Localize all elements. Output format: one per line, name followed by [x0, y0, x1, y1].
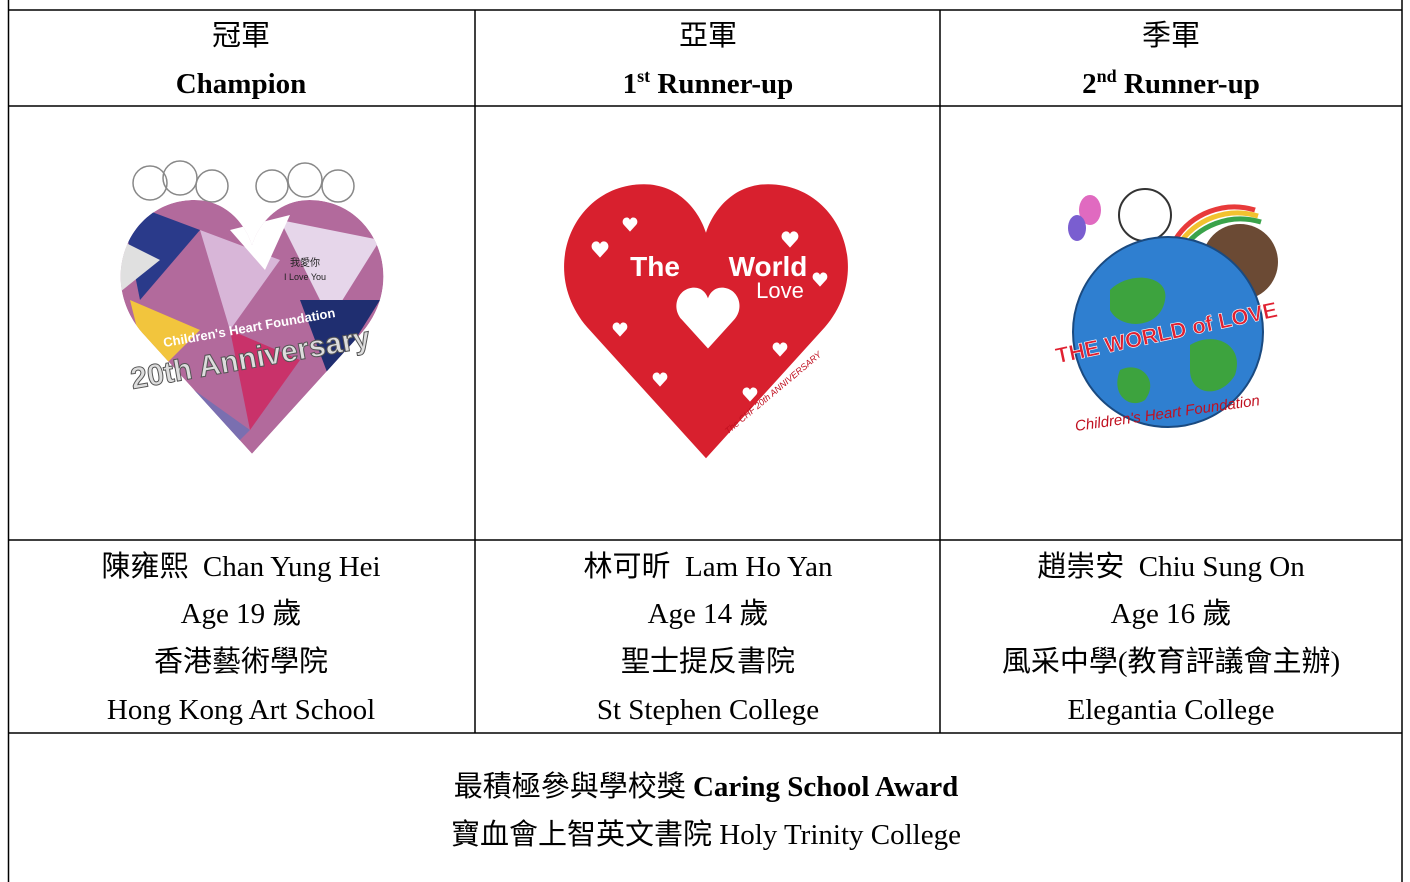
artwork-champion: 我愛你 I Love You Children's Heart Foundati…: [120, 160, 384, 454]
award-title: 最積極參與學校獎 Caring School Award: [454, 770, 959, 803]
rank-label: Runner-up: [650, 68, 793, 100]
winner-name: 趙崇安 Chiu Sung On: [1037, 550, 1305, 583]
winner-age: Age 16 歲: [1111, 597, 1232, 630]
artwork-text: World: [729, 251, 808, 282]
artwork-first-runner-up: The World Love The CHF 20th ANNIVERSARY: [564, 184, 848, 459]
artwork-second-runner-up: THE WORLD of LOVE Children's Heart Found…: [1053, 188, 1280, 435]
winner-age: Age 14 歲: [648, 597, 769, 630]
winner-school-en: Elegantia College: [1068, 694, 1275, 726]
rank-number: 1: [623, 68, 638, 100]
artwork-text: 我愛你: [290, 256, 320, 269]
rank-en: 2nd Runner-up: [1082, 66, 1260, 100]
table-rules: [7, 0, 1403, 882]
winner-age: Age 19 歲: [181, 597, 302, 630]
artwork-text: The: [630, 251, 680, 282]
rank-label: Runner-up: [1117, 68, 1260, 100]
artwork-text: Love: [756, 278, 804, 303]
rank-zh: 季軍: [1142, 19, 1200, 52]
winner-school-zh: 香港藝術學院: [154, 645, 328, 678]
winner-school-zh: 風采中學(教育評議會主辦): [1002, 645, 1340, 678]
rank-number: 2: [1082, 68, 1097, 100]
rank-en: 1st Runner-up: [623, 66, 794, 100]
rank-suffix: st: [637, 66, 650, 86]
rank-suffix: nd: [1097, 66, 1117, 86]
header-row: 冠軍 Champion 亞軍 1st Runner-up 季軍 2nd Runn…: [176, 19, 1260, 100]
rank-en: Champion: [176, 68, 307, 100]
award-row: 最積極參與學校獎 Caring School Award 寶血會上智英文書院 H…: [451, 770, 961, 851]
winner-name: 陳雍熙 Chan Yung Hei: [101, 550, 380, 583]
award-title-zh: 最積極參與學校獎: [454, 770, 693, 803]
winner-school-en: St Stephen College: [597, 694, 819, 726]
artwork-text: I Love You: [284, 272, 326, 282]
winner-school-zh: 聖士提反書院: [621, 645, 795, 678]
winner-school-en: Hong Kong Art School: [107, 694, 375, 726]
rank-zh: 亞軍: [679, 20, 737, 52]
award-school: 寶血會上智英文書院 Holy Trinity College: [451, 818, 961, 851]
rank-zh: 冠軍: [212, 20, 270, 52]
winner-name: 林可昕 Lam Ho Yan: [584, 550, 833, 583]
award-title-en: Caring School Award: [693, 771, 958, 803]
